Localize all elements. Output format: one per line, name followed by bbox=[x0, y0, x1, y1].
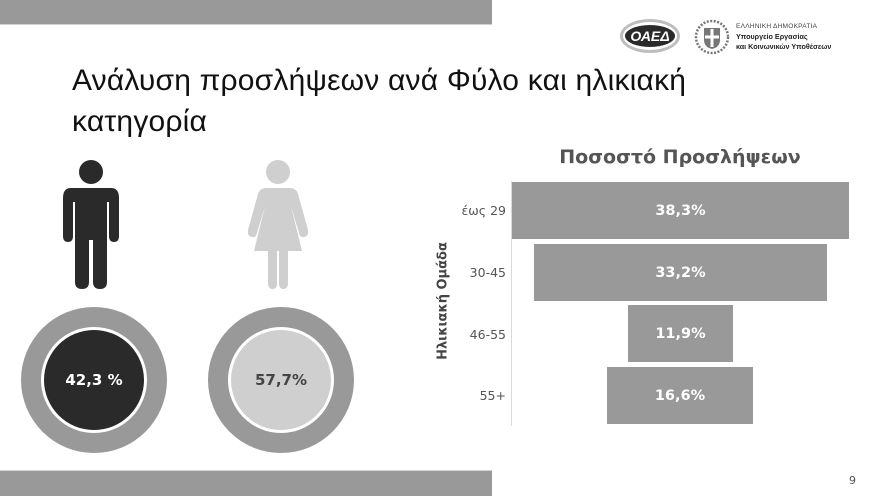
ministry-line-3: και Κοινωνικών Υποθέσεων bbox=[736, 42, 832, 51]
women-percentage-value: 57,7% bbox=[231, 330, 331, 430]
funnel-bar: 16,6% bbox=[607, 367, 753, 424]
bar-value-label: 11,9% bbox=[655, 325, 706, 342]
greek-emblem-icon bbox=[694, 19, 730, 55]
page-number: 9 bbox=[849, 474, 856, 487]
bar-value-label: 38,3% bbox=[655, 202, 706, 219]
page-title-line-1: Ανάλυση προσλήψεων ανά Φύλο και ηλικιακή bbox=[72, 64, 687, 97]
top-accent-bar bbox=[0, 0, 492, 25]
woman-icon bbox=[247, 160, 309, 289]
y-axis-title: Ηλικιακή Ομάδα bbox=[435, 242, 451, 360]
men-percentage-donut: 42,3 % bbox=[21, 307, 167, 453]
category-label: 46-55 bbox=[469, 327, 506, 342]
y-axis-line bbox=[511, 181, 512, 426]
ministry-label: ΕΛΛΗΝΙΚΗ ΔΗΜΟΚΡΑΤΙΑ Υπουργείο Εργασίας κ… bbox=[736, 22, 831, 52]
men-percentage-value: 42,3 % bbox=[44, 330, 144, 430]
ministry-line-2: Υπουργείο Εργασίας bbox=[736, 32, 808, 41]
bar-value-label: 33,2% bbox=[655, 264, 706, 281]
category-label: έως 29 bbox=[461, 203, 506, 218]
man-icon bbox=[63, 160, 119, 289]
svg-text:ΟΑΕΔ: ΟΑΕΔ bbox=[630, 28, 669, 44]
funnel-bar: 11,9% bbox=[628, 305, 733, 362]
funnel-bar: 33,2% bbox=[534, 244, 827, 301]
bottom-accent-bar bbox=[0, 470, 492, 496]
ministry-line-1: ΕΛΛΗΝΙΚΗ ΔΗΜΟΚΡΑΤΙΑ bbox=[736, 23, 818, 30]
oaed-logo-icon: ΟΑΕΔ bbox=[620, 19, 680, 53]
women-percentage-donut: 57,7% bbox=[208, 307, 354, 453]
category-label: 30-45 bbox=[469, 265, 506, 280]
bar-value-label: 16,6% bbox=[654, 387, 706, 404]
category-label: 55+ bbox=[479, 388, 506, 403]
page-title: Ανάλυση προσλήψεων ανά Φύλο και ηλικιακή… bbox=[72, 60, 792, 142]
funnel-bar: 38,3% bbox=[512, 182, 849, 239]
page-title-line-2: κατηγορία bbox=[72, 105, 208, 138]
chart-title: Ποσοστό Προσλήψεων bbox=[559, 146, 801, 168]
